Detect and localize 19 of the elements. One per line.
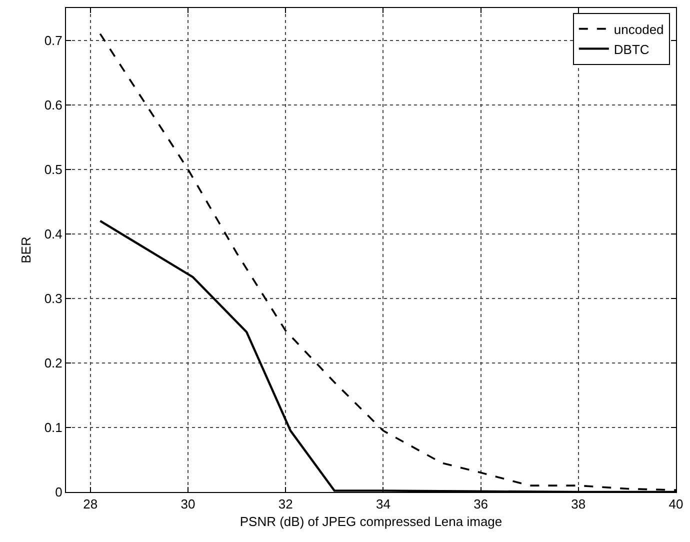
y-axis-title: BER [18, 236, 34, 264]
x-tick-label: 36 [474, 496, 488, 512]
y-tick-label: 0.2 [44, 355, 62, 370]
legend-label: uncoded [614, 22, 664, 37]
y-tick-label: 0.1 [44, 420, 62, 436]
y-tick-label: 0.5 [44, 162, 62, 177]
x-tick-label: 32 [278, 496, 293, 512]
x-tick-label: 40 [668, 496, 684, 512]
x-tick-label: 38 [571, 496, 586, 512]
y-tick-label: 0.7 [44, 32, 62, 48]
x-tick-label: 30 [180, 496, 196, 512]
y-tick-label: 0.3 [44, 290, 62, 306]
y-tick-label: 0.6 [44, 97, 62, 112]
x-tick-label: 34 [376, 496, 390, 512]
y-tick-label: 0 [55, 484, 62, 500]
x-tick-label: 28 [83, 496, 98, 512]
x-axis-title: PSNR (dB) of JPEG compressed Lena image [240, 514, 502, 530]
y-tick-label: 0.4 [44, 226, 62, 242]
legend-label: DBTC [614, 42, 650, 57]
